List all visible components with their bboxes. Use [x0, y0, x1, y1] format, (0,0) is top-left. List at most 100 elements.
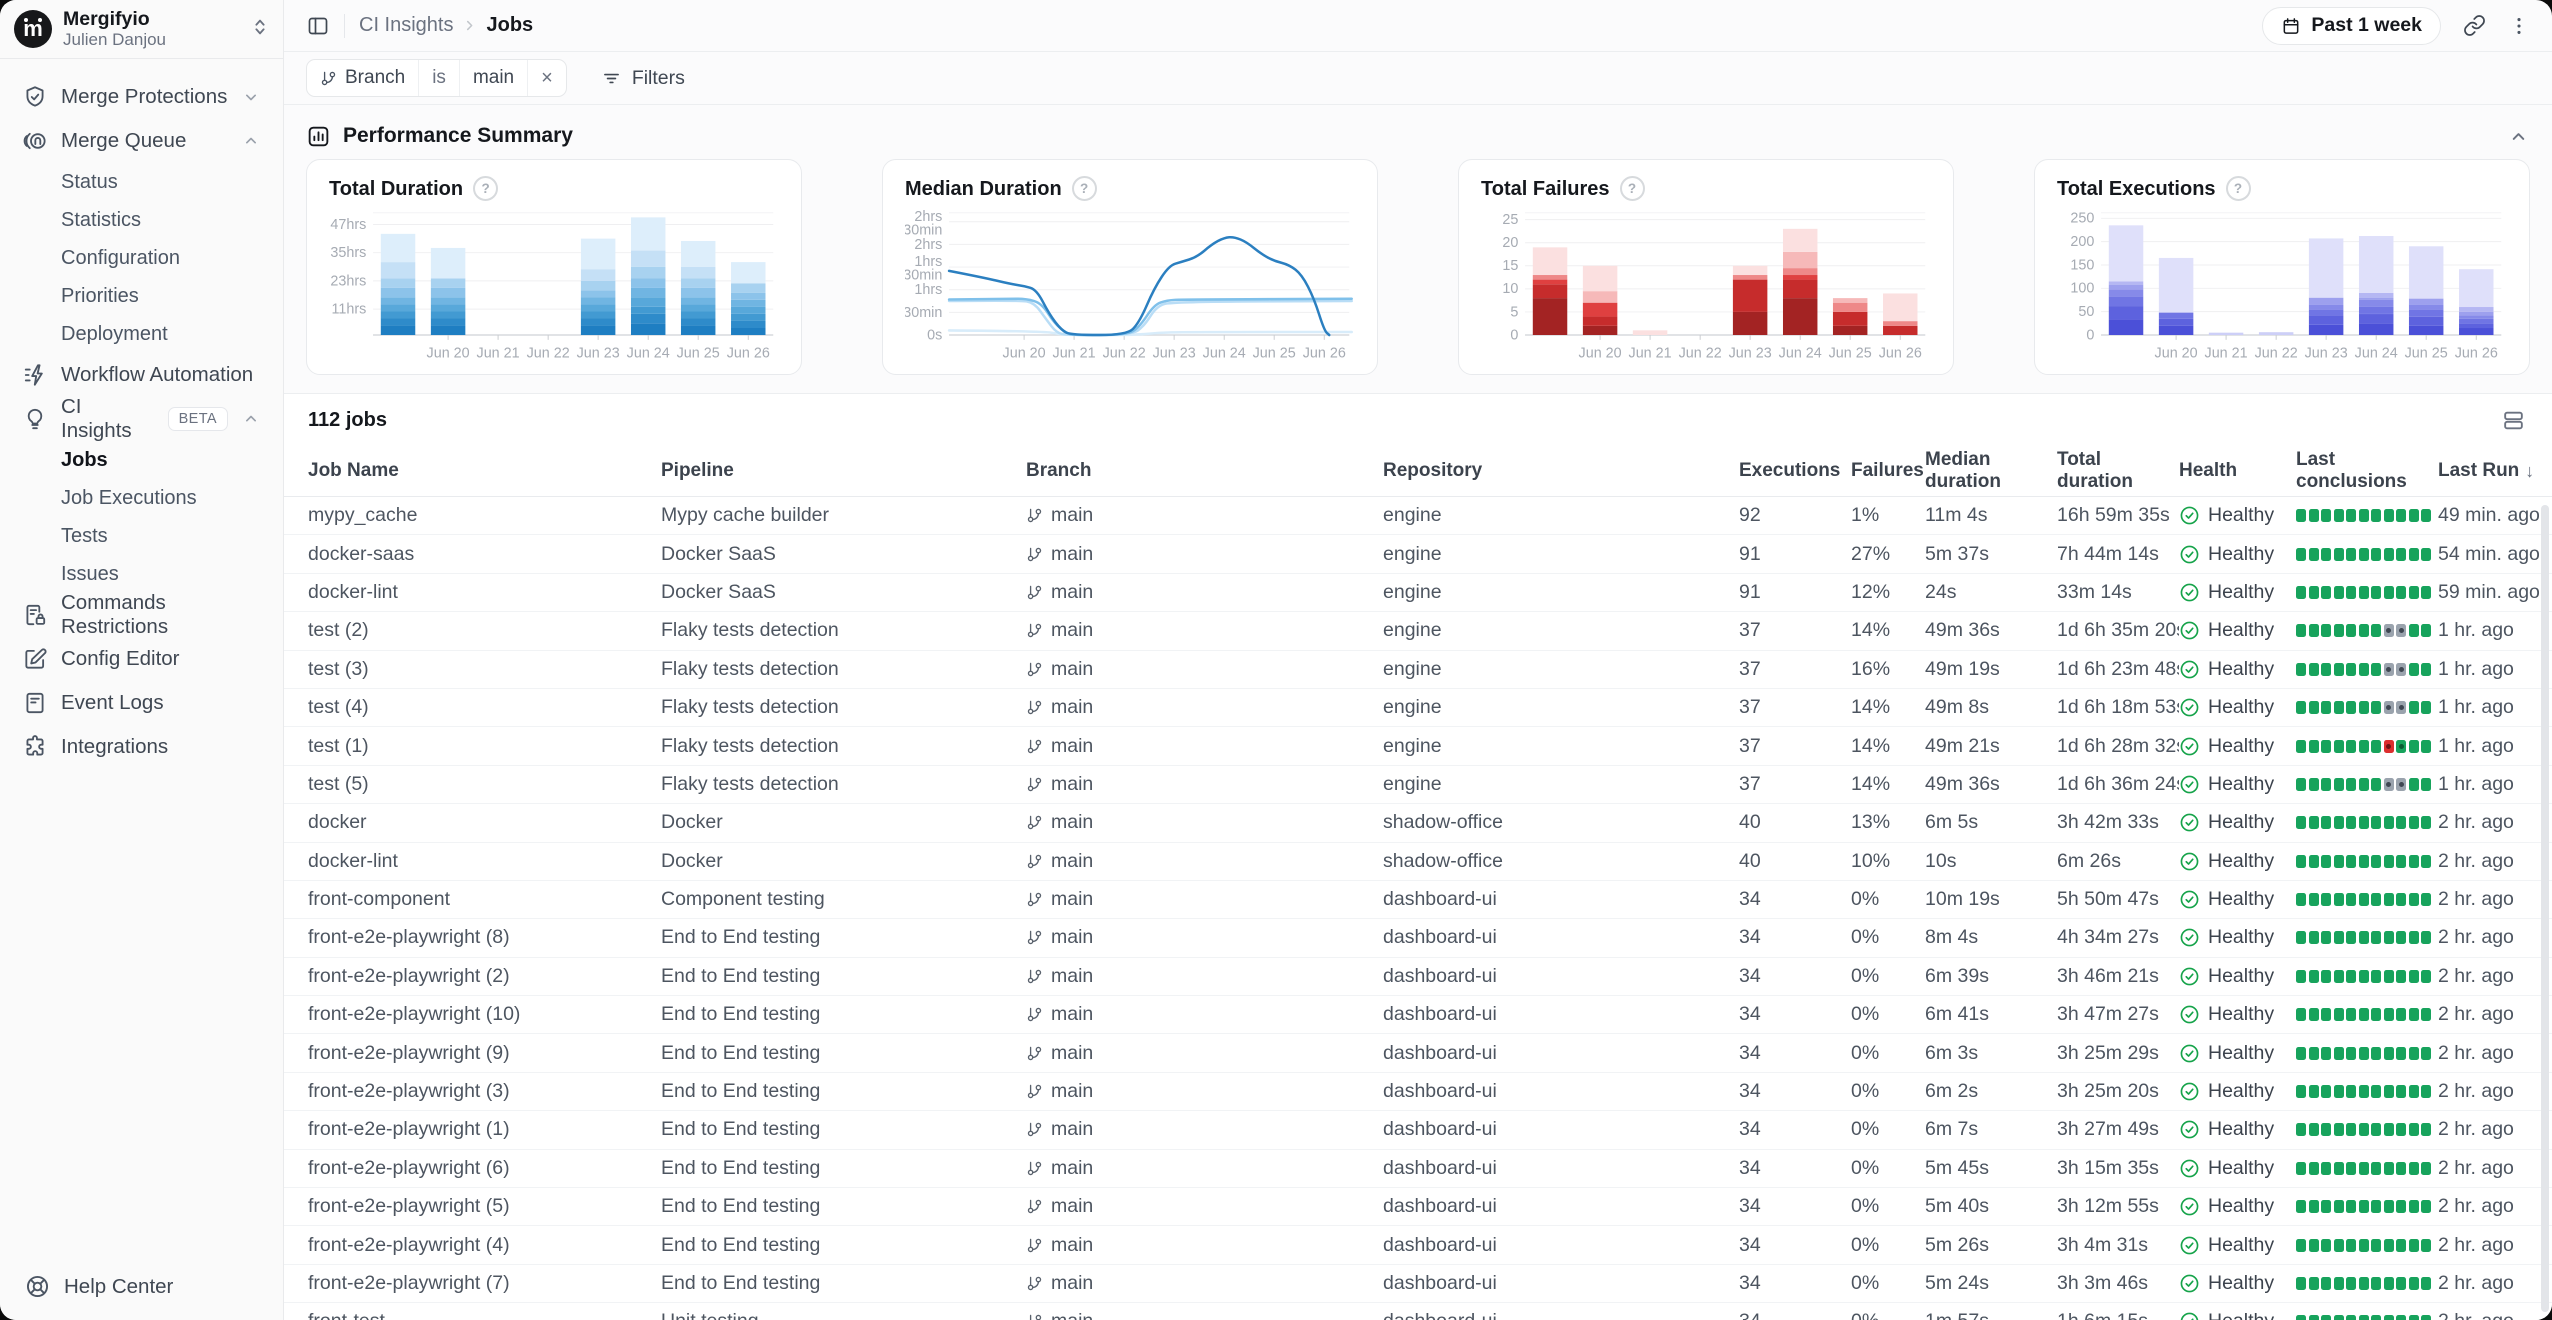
- column-header-job-name[interactable]: Job Name: [308, 460, 399, 481]
- conclusion-square[interactable]: [2371, 547, 2381, 561]
- conclusion-square[interactable]: [2321, 547, 2331, 561]
- conclusion-square[interactable]: [2421, 854, 2431, 868]
- conclusion-square[interactable]: [2396, 1277, 2406, 1290]
- table-row[interactable]: front-e2e-playwright (3) End to End test…: [284, 1073, 2552, 1112]
- conclusion-square[interactable]: [2396, 585, 2406, 599]
- conclusion-square[interactable]: [2408, 1123, 2419, 1137]
- conclusion-square[interactable]: [2308, 624, 2319, 638]
- conclusion-square[interactable]: [2308, 1200, 2319, 1214]
- conclusion-square[interactable]: [2408, 893, 2419, 907]
- share-link-button[interactable]: [2463, 14, 2486, 37]
- conclusion-square[interactable]: [2421, 701, 2431, 715]
- vertical-scrollbar[interactable]: [2541, 505, 2549, 1312]
- table-row[interactable]: front-component Component testing main d…: [284, 881, 2552, 920]
- sidebar-item-issues[interactable]: Issues: [61, 562, 119, 585]
- job-name-cell[interactable]: front-e2e-playwright (3): [308, 1080, 510, 1103]
- conclusion-square[interactable]: [2358, 854, 2369, 868]
- conclusion-square[interactable]: [2383, 893, 2394, 907]
- filter-value[interactable]: main: [458, 60, 527, 96]
- breadcrumb-parent[interactable]: CI Insights: [359, 14, 454, 36]
- conclusion-square[interactable]: [2408, 931, 2419, 945]
- table-row[interactable]: mypy_cache Mypy cache builder main engin…: [284, 497, 2552, 536]
- job-name-cell[interactable]: test (3): [308, 657, 369, 680]
- conclusion-square[interactable]: [2371, 585, 2381, 599]
- conclusion-square[interactable]: [2333, 1008, 2344, 1022]
- conclusion-square[interactable]: [2308, 1277, 2319, 1290]
- conclusion-square[interactable]: [2346, 893, 2356, 907]
- table-row[interactable]: front-e2e-playwright (4) End to End test…: [284, 1226, 2552, 1265]
- conclusion-square[interactable]: [2308, 969, 2319, 983]
- job-name-cell[interactable]: front-e2e-playwright (10): [308, 1003, 521, 1026]
- conclusion-square[interactable]: [2421, 739, 2431, 753]
- conclusion-square[interactable]: [2396, 1238, 2406, 1252]
- conclusion-square[interactable]: [2321, 777, 2331, 791]
- conclusion-square[interactable]: [2408, 1238, 2419, 1252]
- conclusion-square[interactable]: [2396, 816, 2406, 830]
- conclusion-square[interactable]: [2346, 624, 2356, 638]
- conclusion-square[interactable]: [2421, 585, 2431, 599]
- job-name-cell[interactable]: docker-saas: [308, 542, 415, 565]
- conclusion-square[interactable]: [2346, 931, 2356, 945]
- conclusion-square[interactable]: [2383, 509, 2394, 523]
- conclusion-square[interactable]: [2421, 509, 2431, 523]
- job-name-cell[interactable]: front-test: [308, 1310, 661, 1320]
- sidebar-item-statistics[interactable]: Statistics: [61, 208, 142, 231]
- conclusion-square[interactable]: [2383, 1085, 2394, 1099]
- conclusion-square[interactable]: [2396, 547, 2406, 561]
- conclusion-square[interactable]: [2421, 547, 2431, 561]
- job-name-cell[interactable]: test (4): [308, 696, 369, 719]
- conclusion-square[interactable]: [2383, 1315, 2394, 1320]
- conclusion-square[interactable]: [2396, 662, 2406, 676]
- column-header-last-run[interactable]: Last Run ↓: [2438, 460, 2535, 481]
- conclusion-square[interactable]: [2346, 739, 2356, 753]
- conclusion-square[interactable]: [2333, 1238, 2344, 1252]
- conclusion-square[interactable]: [2371, 777, 2381, 791]
- conclusion-square[interactable]: [2358, 893, 2369, 907]
- conclusion-square[interactable]: [2333, 931, 2344, 945]
- conclusion-square[interactable]: [2346, 816, 2356, 830]
- conclusion-square[interactable]: [2333, 1200, 2344, 1214]
- conclusion-square[interactable]: [2346, 1008, 2356, 1022]
- conclusion-square[interactable]: [2383, 1123, 2394, 1137]
- conclusion-square[interactable]: [2308, 509, 2319, 523]
- conclusion-square[interactable]: [2408, 739, 2419, 753]
- sidebar-item-commands-restrictions[interactable]: Commands Restrictions: [12, 591, 271, 638]
- conclusion-square[interactable]: [2296, 969, 2306, 983]
- conclusion-square[interactable]: [2296, 1200, 2306, 1214]
- conclusion-square[interactable]: [2358, 662, 2369, 676]
- conclusion-square[interactable]: [2383, 1277, 2394, 1290]
- table-row[interactable]: front-e2e-playwright (5) End to End test…: [284, 1188, 2552, 1227]
- conclusion-square[interactable]: [2321, 816, 2331, 830]
- conclusion-square[interactable]: [2296, 509, 2306, 523]
- conclusion-square[interactable]: [2308, 701, 2319, 715]
- sidebar-item-job-executions[interactable]: Job Executions: [61, 486, 197, 509]
- column-header-last-conclusions[interactable]: Last conclusions: [2296, 449, 2407, 492]
- conclusion-square[interactable]: [2308, 1238, 2319, 1252]
- conclusion-square[interactable]: [2308, 1085, 2319, 1099]
- conclusion-square[interactable]: [2321, 662, 2331, 676]
- conclusion-square[interactable]: [2396, 854, 2406, 868]
- conclusion-square[interactable]: [2296, 1161, 2306, 1175]
- conclusion-square[interactable]: [2383, 1008, 2394, 1022]
- table-row[interactable]: front-e2e-playwright (9) End to End test…: [284, 1034, 2552, 1073]
- conclusion-square[interactable]: [2421, 1200, 2431, 1214]
- conclusion-square[interactable]: [2383, 777, 2394, 791]
- conclusion-square[interactable]: [2421, 1277, 2431, 1290]
- conclusion-square[interactable]: [2333, 547, 2344, 561]
- conclusion-square[interactable]: [2383, 816, 2394, 830]
- conclusion-square[interactable]: [2421, 816, 2431, 830]
- conclusion-square[interactable]: [2321, 1008, 2331, 1022]
- conclusion-square[interactable]: [2408, 816, 2419, 830]
- conclusion-square[interactable]: [2333, 969, 2344, 983]
- conclusion-square[interactable]: [2421, 777, 2431, 791]
- conclusion-square[interactable]: [2421, 1008, 2431, 1022]
- conclusion-square[interactable]: [2296, 739, 2306, 753]
- conclusion-square[interactable]: [2346, 1200, 2356, 1214]
- filters-button[interactable]: Filters: [595, 66, 691, 91]
- job-name-cell[interactable]: front-e2e-playwright (6): [308, 1156, 510, 1179]
- conclusion-square[interactable]: [2346, 969, 2356, 983]
- conclusion-square[interactable]: [2408, 1161, 2419, 1175]
- conclusion-square[interactable]: [2333, 777, 2344, 791]
- conclusion-square[interactable]: [2408, 701, 2419, 715]
- conclusion-square[interactable]: [2358, 585, 2369, 599]
